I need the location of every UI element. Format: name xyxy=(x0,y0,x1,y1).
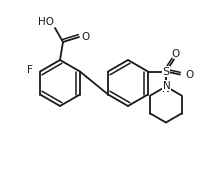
Text: N: N xyxy=(163,80,171,91)
Text: O: O xyxy=(172,48,180,58)
Text: N: N xyxy=(162,84,170,93)
Text: F: F xyxy=(27,64,33,75)
Text: O: O xyxy=(185,69,193,80)
Text: O: O xyxy=(81,32,89,42)
Text: HO: HO xyxy=(38,17,54,27)
Text: S: S xyxy=(162,66,169,76)
